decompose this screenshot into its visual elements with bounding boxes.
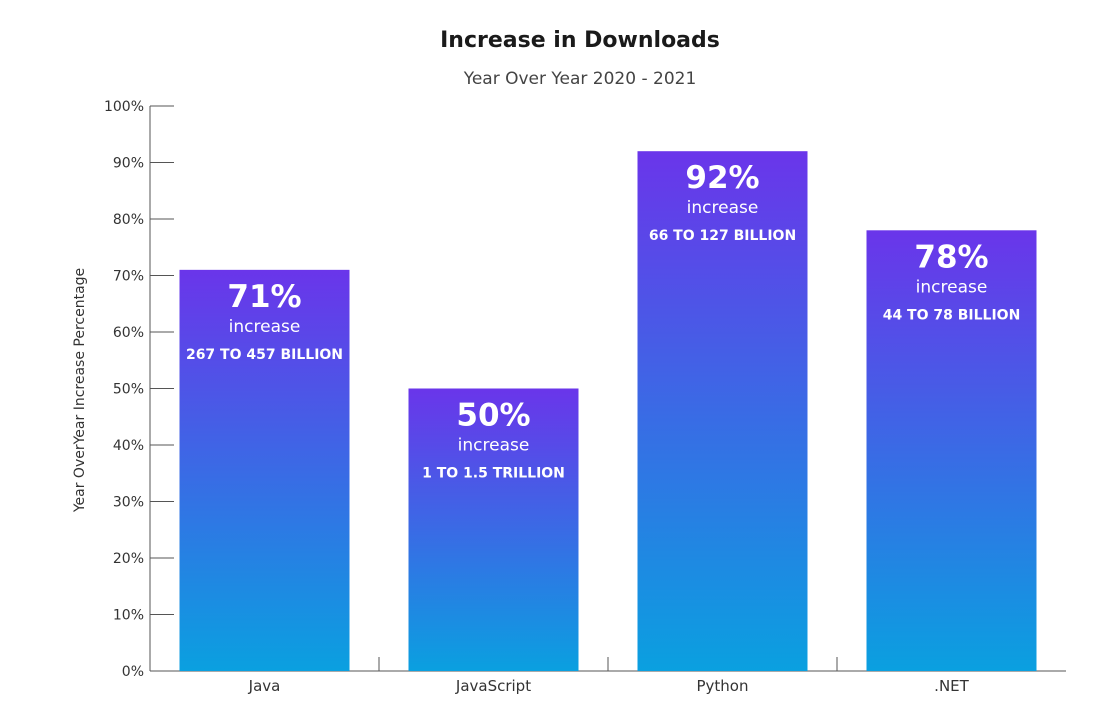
bar-python bbox=[637, 151, 808, 671]
y-tick-label: 0% bbox=[122, 664, 144, 680]
bar-javascript bbox=[408, 388, 579, 671]
y-tick-label: 80% bbox=[113, 212, 144, 228]
bar-annotation: 1 TO 1.5 TRILLION bbox=[422, 466, 565, 482]
bar-annotation: 267 TO 457 BILLION bbox=[186, 347, 343, 363]
y-tick-label: 60% bbox=[113, 325, 144, 341]
x-tick-label: .NET bbox=[934, 677, 969, 695]
bar-value-label: 92% bbox=[685, 160, 759, 196]
bar-value-label: 71% bbox=[227, 279, 301, 315]
x-tick-label: Java bbox=[248, 677, 281, 695]
bar-increase-label: increase bbox=[916, 277, 988, 297]
bar-annotation: 66 TO 127 BILLION bbox=[649, 228, 796, 244]
y-tick-label: 50% bbox=[113, 382, 144, 398]
y-tick-label: 30% bbox=[113, 495, 144, 511]
bar-value-label: 78% bbox=[914, 239, 988, 275]
chart-title: Increase in Downloads bbox=[440, 28, 720, 53]
axes: 0% 10% 20% 30% 40% 50% 60% 70% 80% 90% 100% bbox=[104, 99, 1066, 680]
y-tick-label: 20% bbox=[113, 551, 144, 567]
bar-increase-label: increase bbox=[229, 317, 301, 337]
y-axis-title: Year OverYear Increase Percentage bbox=[72, 268, 88, 513]
x-tick-label: Python bbox=[697, 677, 749, 695]
bar-value-label: 50% bbox=[456, 398, 530, 434]
bar-net bbox=[866, 230, 1037, 672]
y-tick-label: 10% bbox=[113, 608, 144, 624]
bars bbox=[179, 151, 1037, 672]
bar-java bbox=[179, 269, 350, 671]
x-tick-label: JavaScript bbox=[455, 677, 531, 695]
y-tick-label: 70% bbox=[113, 269, 144, 285]
bar-increase-label: increase bbox=[458, 436, 530, 456]
bar-increase-label: increase bbox=[687, 198, 759, 218]
chart-subtitle: Year Over Year 2020 - 2021 bbox=[463, 69, 697, 89]
y-tick-label: 100% bbox=[104, 99, 144, 115]
y-tick-label: 40% bbox=[113, 438, 144, 454]
bar-annotation: 44 TO 78 BILLION bbox=[883, 307, 1021, 323]
y-tick-label: 90% bbox=[113, 156, 144, 172]
